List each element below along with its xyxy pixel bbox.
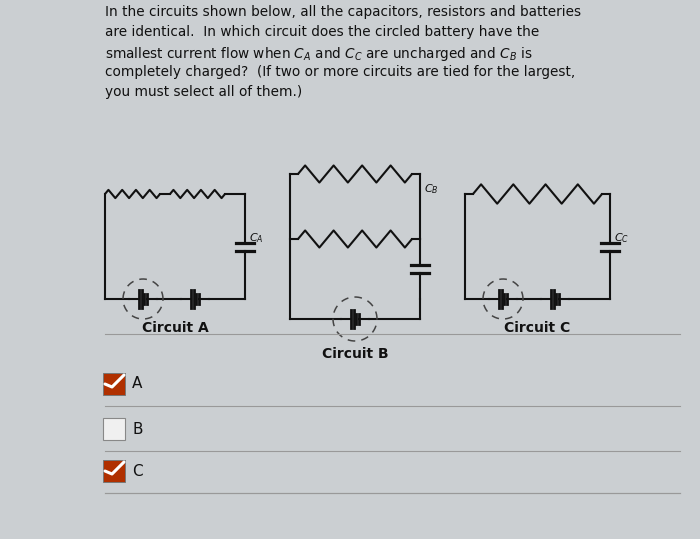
Text: C: C [132,464,143,479]
Text: Circuit B: Circuit B [322,347,388,361]
Text: smallest current flow when $C_A$ and $C_C$ are uncharged and $C_B$ is: smallest current flow when $C_A$ and $C_… [105,45,533,63]
Text: completely charged?  (If two or more circuits are tied for the largest,: completely charged? (If two or more circ… [105,65,575,79]
Text: you must select all of them.): you must select all of them.) [105,85,302,99]
Text: $C_C$: $C_C$ [614,232,629,245]
Bar [103,418,125,440]
Bar [103,460,125,482]
Text: Circuit A: Circuit A [141,321,209,335]
Text: A: A [132,377,142,391]
Bar [103,373,125,395]
Text: are identical.  In which circuit does the circled battery have the: are identical. In which circuit does the… [105,25,539,39]
Text: B: B [132,421,143,437]
Text: $C_A$: $C_A$ [249,232,263,245]
Text: $C_B$: $C_B$ [424,182,439,196]
Text: In the circuits shown below, all the capacitors, resistors and batteries: In the circuits shown below, all the cap… [105,5,581,19]
Text: Circuit C: Circuit C [505,321,570,335]
